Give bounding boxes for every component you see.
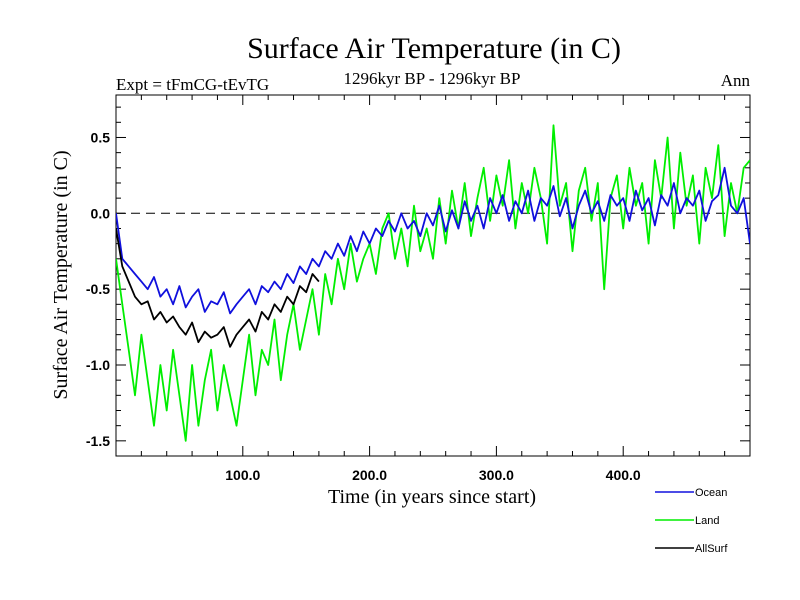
x-tick-label: 100.0 [225,467,260,483]
y-axis-label: Surface Air Temperature (in C) [50,150,72,399]
series-line-land [116,124,750,442]
y-tick-label: 0.0 [91,205,111,221]
legend-label-land: Land [695,515,719,527]
experiment-label: Expt = tFmCG-tEvTG [116,75,269,94]
legend-label-ocean: Ocean [695,487,727,499]
period-label: 1296kyr BP - 1296kyr BP [344,69,521,88]
x-tick-label: 400.0 [606,467,641,483]
series-line-allsurf [116,228,320,348]
y-tick-label: -1.0 [86,357,110,373]
axes-frame [115,94,751,457]
y-tick-label: -0.5 [86,281,110,297]
y-tick-label: -1.5 [86,433,110,449]
legend: Ocean Land AllSurf [655,487,728,555]
series-line-ocean [116,166,750,315]
season-label: Ann [721,71,751,90]
legend-label-allsurf: AllSurf [695,543,728,555]
y-tick-label: 0.5 [91,129,111,145]
plot-area: 100.0 200.0 300.0 400.0 0.5 0.0 -0.5 -1.0 -1.5 [86,94,751,483]
x-axis-label: Time (in years since start) [328,486,536,508]
chart-title: Surface Air Temperature (in C) [247,32,621,65]
x-tick-label: 200.0 [352,467,387,483]
x-tick-label: 300.0 [479,467,514,483]
